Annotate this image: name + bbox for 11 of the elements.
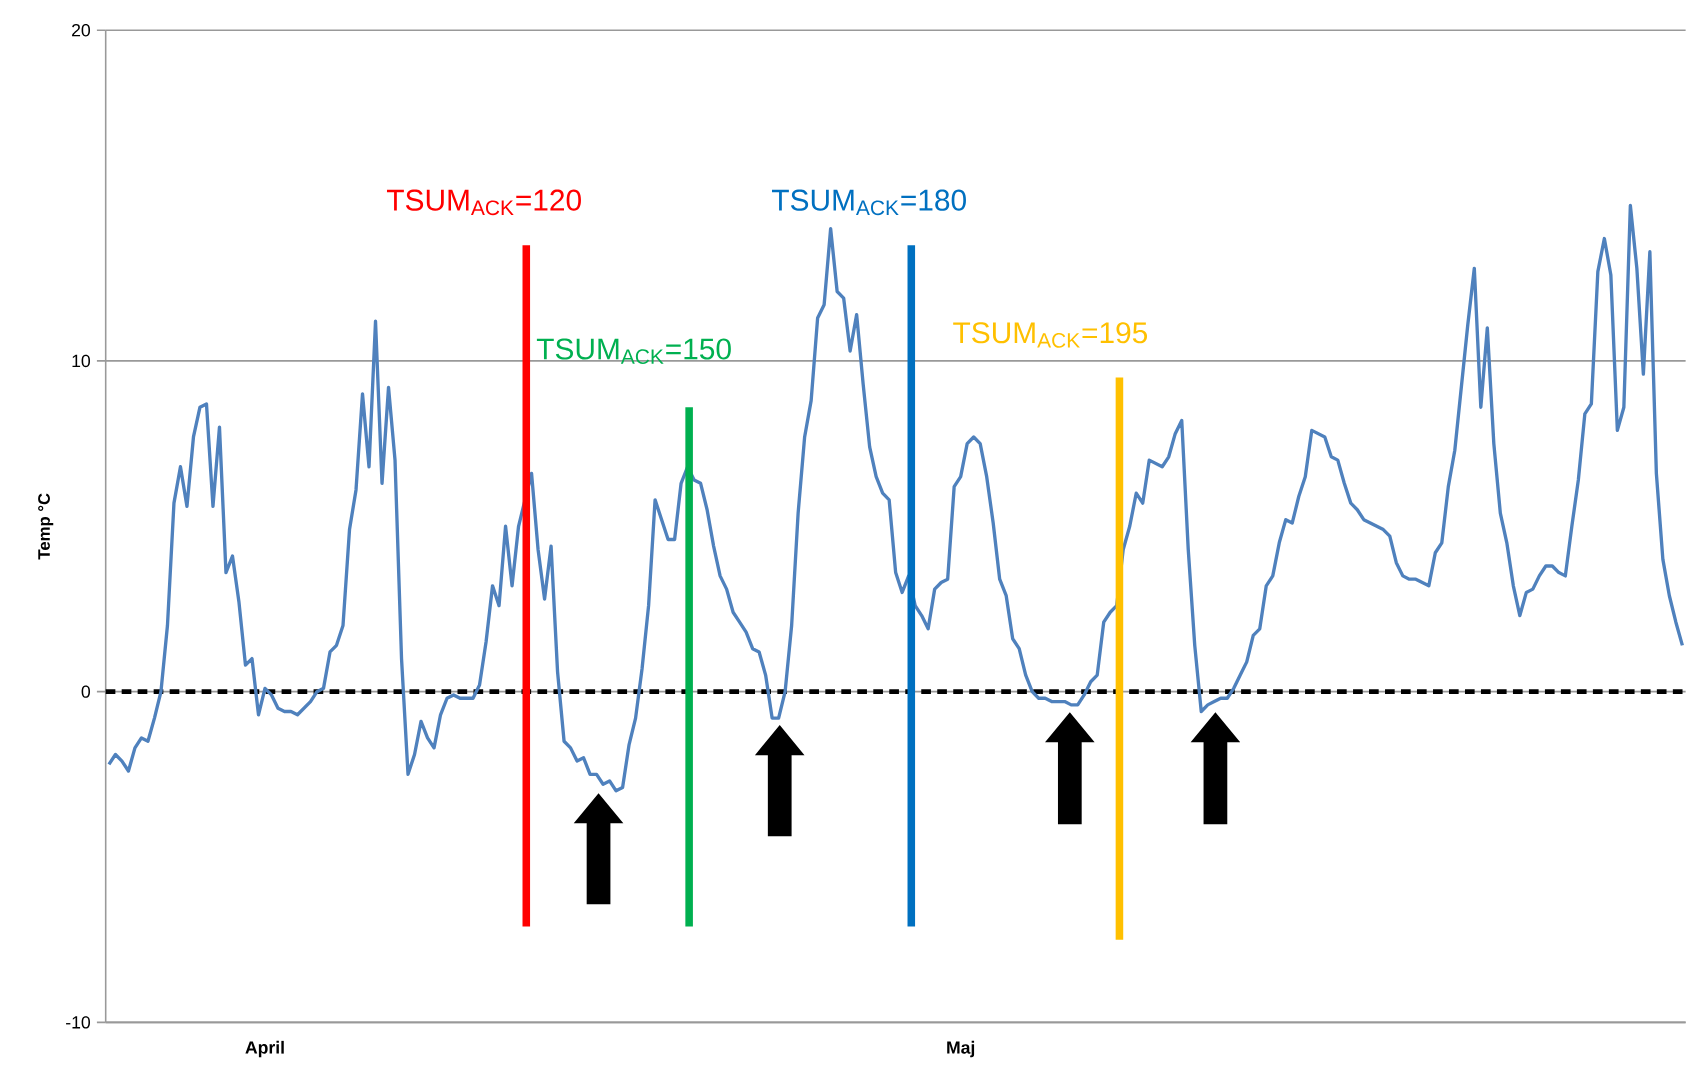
y-tick-label: 10 bbox=[72, 354, 91, 368]
y-tick-label: -10 bbox=[66, 1016, 91, 1029]
annotation: TSUM$_{ACK}$=195 bbox=[953, 322, 1148, 348]
annotation: TSUM$_{ACK}$=180 bbox=[771, 189, 966, 216]
y-tick-label: 20 bbox=[72, 24, 91, 37]
annotation: TSUM$_{ACK}$=150 bbox=[536, 338, 731, 365]
annotation: TSUM$_{ACK}$=120 bbox=[386, 189, 581, 216]
y-axis-title: Temp °C bbox=[38, 493, 54, 560]
x-tick-label: April bbox=[245, 1041, 284, 1058]
y-tick-label: 0 bbox=[81, 685, 91, 699]
x-tick-label: Maj bbox=[947, 1041, 975, 1058]
